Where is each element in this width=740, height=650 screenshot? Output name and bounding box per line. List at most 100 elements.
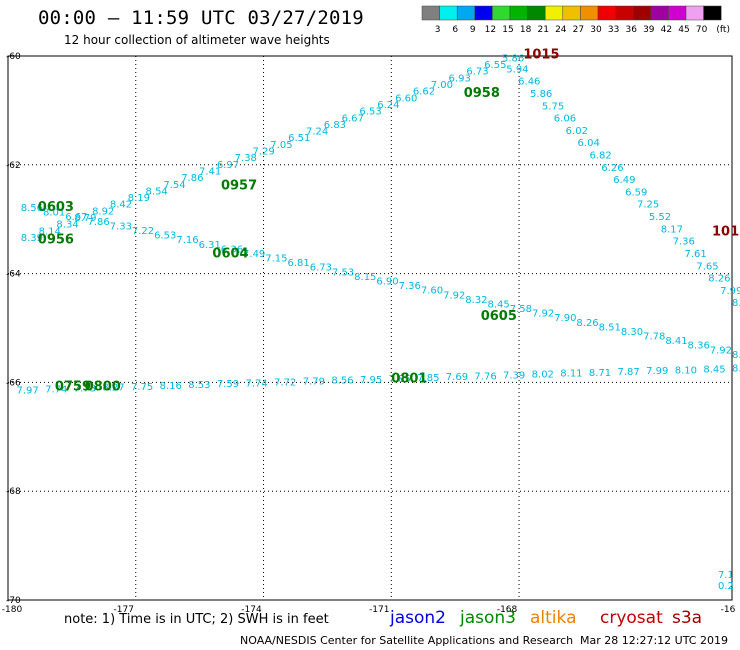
pass-time-label: 0604 <box>212 246 248 261</box>
swh-value-label: 8.53 <box>188 380 210 391</box>
lat-lon-grid <box>7 55 733 601</box>
swh-value-label: 6.06 <box>554 114 576 125</box>
swh-value-label: 6.53 <box>154 231 176 242</box>
swh-value-label: 8.36 <box>688 341 710 352</box>
swh-value-label: 6.60 <box>395 93 417 104</box>
lat-tick-label: -68 <box>6 487 21 497</box>
colorbar-swatch <box>685 5 704 21</box>
pass-time-label: 101 <box>712 225 739 240</box>
colorbar-swatch <box>509 5 528 21</box>
swh-value-label: 6.67 <box>65 212 87 223</box>
swh-value-label: 7.41 <box>199 166 221 177</box>
swh-value-label: 6.04 <box>578 138 600 149</box>
swh-value-label: 7.73 <box>74 384 96 395</box>
swh-value-label: 7.97 <box>17 385 39 396</box>
lat-tick-label: -60 <box>6 52 21 62</box>
swh-value-label: 7.87 <box>618 367 640 378</box>
colorbar-swatch <box>650 5 669 21</box>
lon-tick-label: -180 <box>2 605 23 615</box>
swh-value-label: 7.61 <box>684 249 706 260</box>
colorbar-label: 30 <box>590 25 602 35</box>
swh-value-label: 7.49 <box>243 249 265 260</box>
colorbar-swatch <box>615 5 634 21</box>
swh-value-label: 8.41 <box>665 336 687 347</box>
swh-value-label: 7.25 <box>637 200 659 211</box>
swh-value-label: 8.01 <box>43 208 65 219</box>
pass-time-label: 1015 <box>523 48 559 63</box>
footer-timestamp: Mar 28 12:27:12 UTC 2019 <box>580 634 728 647</box>
pass-time-label: 0957 <box>221 178 257 193</box>
swh-value-label: 8.79 <box>74 213 96 224</box>
swh-value-label: 0.2 <box>718 581 734 592</box>
colorbar-swatch <box>474 5 493 21</box>
swh-value-label: 8.26 <box>576 318 598 329</box>
swh-value-label: 7.39 <box>503 370 525 381</box>
swh-value-label: 7.99 <box>646 366 668 377</box>
swh-value-label: 7.90 <box>554 313 576 324</box>
swh-value-label: 8.17 <box>661 224 683 235</box>
swh-value-label: 8.71 <box>589 368 611 379</box>
pass-time-label: 0956 <box>38 233 74 248</box>
swh-value-label: 7.92 <box>443 290 465 301</box>
colorbar-label: 15 <box>502 25 513 35</box>
footer-credit: NOAA/NESDIS Center for Satellite Applica… <box>240 634 574 647</box>
swh-value-label: 8.15 <box>354 272 376 283</box>
swh-value-label: 7.86 <box>87 217 109 228</box>
map-frame <box>7 55 733 601</box>
swh-value-label: 8.92 <box>92 206 114 217</box>
satellite-legend-s3a: s3a <box>672 608 703 628</box>
colorbar-label: 27 <box>573 25 584 35</box>
swh-value-label: 7.05 <box>270 140 292 151</box>
swh-value-label: 6.02 <box>566 126 588 137</box>
swh-value-label: 7.24 <box>306 127 328 138</box>
lat-tick-label: -62 <box>6 161 21 171</box>
swh-value-label: 6.53 <box>359 107 381 118</box>
swh-value-label: 6.82 <box>589 151 611 162</box>
swh-value-label: 8.32 <box>465 295 487 306</box>
colorbar-label: 33 <box>608 25 619 35</box>
swh-value-label: 5.52 <box>649 212 671 223</box>
swh-value-label: 7.60 <box>421 286 443 297</box>
swh-value-label: 7.36 <box>399 281 421 292</box>
satellite-legend-cryosat: cryosat <box>600 608 663 628</box>
colorbar-swatch <box>544 5 564 21</box>
swh-value-label: 5.94 <box>506 64 528 75</box>
swh-value-label: 7.95 <box>360 375 382 386</box>
colorbar-label: 45 <box>678 25 689 35</box>
colorbar-label: 21 <box>537 25 548 35</box>
colorbar-swatch <box>632 5 652 21</box>
swh-value-label: 8.19 <box>128 193 150 204</box>
colorbar-swatch <box>527 5 546 21</box>
colorbar-swatch <box>668 5 687 21</box>
lon-tick-label: -171 <box>369 605 389 615</box>
swh-value-label: 7.16 <box>176 235 198 246</box>
swh-value-label: 6.93 <box>449 73 471 84</box>
swh-value-label: 6.51 <box>288 133 310 144</box>
time-labels: 1015 0958 0957 0603 0956 0604 0605 0801 07590800… <box>38 48 739 395</box>
swh-value-label: 6.46 <box>518 77 540 88</box>
swh-value-label: 7.53 <box>332 267 354 278</box>
swh-value-label: 6.67 <box>342 113 364 124</box>
swh-value-label: 7.59 <box>217 379 239 390</box>
page-subtitle: 12 hour collection of altimeter wave hei… <box>64 33 330 47</box>
swh-value-label: 7.74 <box>245 378 267 389</box>
swh-value-label: 8.3 <box>732 350 740 361</box>
swh-value-label: 8.14 <box>39 226 61 237</box>
pass-time-label: 0605 <box>481 309 517 324</box>
swh-value-label: 6.90 <box>376 276 398 287</box>
swh-value-label: 6.73 <box>466 67 488 78</box>
swh-value-label: 6.31 <box>199 240 221 251</box>
lon-tick-label: -16 <box>721 605 736 615</box>
swh-value-label: 5.86 <box>530 89 552 100</box>
swh-value-label: 7.54 <box>163 180 185 191</box>
swh-value-label: 7.29 <box>252 147 274 158</box>
colorbar-swatch <box>439 5 458 21</box>
swh-value-label: 6.62 <box>413 87 435 98</box>
swh-value-label: 7.76 <box>474 371 496 382</box>
pass-time-label: 0603 <box>38 200 74 215</box>
colorbar-swatch <box>421 5 440 21</box>
swh-value-label: 7.22 <box>132 226 154 237</box>
axis-labels: -180 -177 -174 -171 -168 -16 -60 -62 -64 -66 -68 -7… <box>2 52 736 615</box>
swh-value-label: 8.51 <box>599 322 621 333</box>
